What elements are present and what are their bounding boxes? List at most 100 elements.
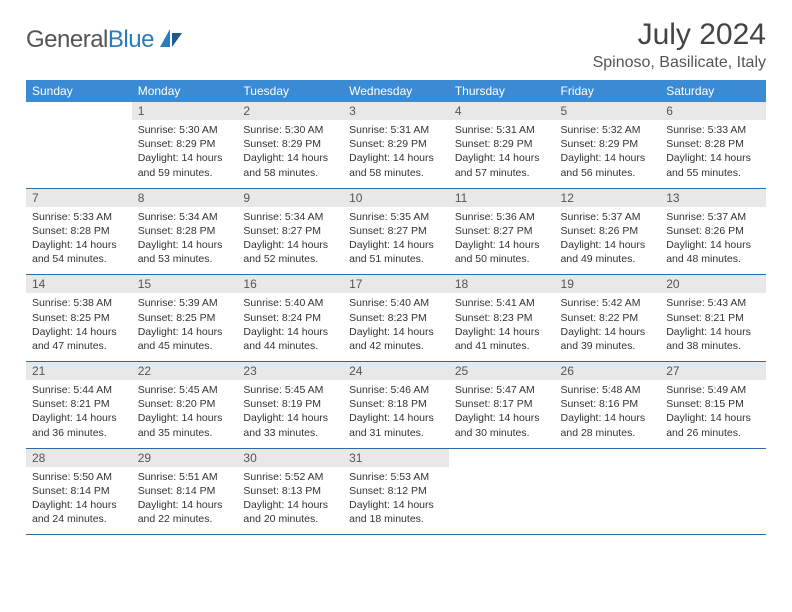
day-details: Sunrise: 5:31 AMSunset: 8:29 PMDaylight:…: [343, 120, 449, 188]
daylight-text: Daylight: 14 hours and 52 minutes.: [243, 238, 337, 266]
sunset-text: Sunset: 8:24 PM: [243, 311, 337, 325]
location-text: Spinoso, Basilicate, Italy: [593, 54, 766, 72]
calendar-day-cell: 10Sunrise: 5:35 AMSunset: 8:27 PMDayligh…: [343, 188, 449, 275]
sunset-text: Sunset: 8:20 PM: [138, 397, 232, 411]
calendar-day-cell: 2Sunrise: 5:30 AMSunset: 8:29 PMDaylight…: [237, 102, 343, 188]
daylight-text: Daylight: 14 hours and 49 minutes.: [561, 238, 655, 266]
day-details: Sunrise: 5:42 AMSunset: 8:22 PMDaylight:…: [555, 293, 661, 361]
daylight-text: Daylight: 14 hours and 28 minutes.: [561, 411, 655, 439]
sunrise-text: Sunrise: 5:30 AM: [138, 123, 232, 137]
sunset-text: Sunset: 8:27 PM: [455, 224, 549, 238]
calendar-week-row: 21Sunrise: 5:44 AMSunset: 8:21 PMDayligh…: [26, 362, 766, 449]
calendar-day-cell: 25Sunrise: 5:47 AMSunset: 8:17 PMDayligh…: [449, 362, 555, 449]
day-details: Sunrise: 5:41 AMSunset: 8:23 PMDaylight:…: [449, 293, 555, 361]
day-details: Sunrise: 5:46 AMSunset: 8:18 PMDaylight:…: [343, 380, 449, 448]
sunrise-text: Sunrise: 5:30 AM: [243, 123, 337, 137]
month-title: July 2024: [593, 18, 766, 52]
day-number: 16: [237, 275, 343, 293]
daylight-text: Daylight: 14 hours and 18 minutes.: [349, 498, 443, 526]
daylight-text: Daylight: 14 hours and 55 minutes.: [666, 151, 760, 179]
sunrise-text: Sunrise: 5:33 AM: [666, 123, 760, 137]
sunrise-text: Sunrise: 5:31 AM: [455, 123, 549, 137]
day-details: Sunrise: 5:50 AMSunset: 8:14 PMDaylight:…: [26, 467, 132, 535]
daylight-text: Daylight: 14 hours and 20 minutes.: [243, 498, 337, 526]
day-details: Sunrise: 5:30 AMSunset: 8:29 PMDaylight:…: [132, 120, 238, 188]
daylight-text: Daylight: 14 hours and 38 minutes.: [666, 325, 760, 353]
day-details: Sunrise: 5:47 AMSunset: 8:17 PMDaylight:…: [449, 380, 555, 448]
daylight-text: Daylight: 14 hours and 48 minutes.: [666, 238, 760, 266]
calendar-day-cell: 21Sunrise: 5:44 AMSunset: 8:21 PMDayligh…: [26, 362, 132, 449]
day-details: Sunrise: 5:34 AMSunset: 8:28 PMDaylight:…: [132, 207, 238, 275]
calendar-day-cell: 27Sunrise: 5:49 AMSunset: 8:15 PMDayligh…: [660, 362, 766, 449]
day-details: Sunrise: 5:44 AMSunset: 8:21 PMDaylight:…: [26, 380, 132, 448]
sunset-text: Sunset: 8:27 PM: [243, 224, 337, 238]
sunset-text: Sunset: 8:26 PM: [666, 224, 760, 238]
sunrise-text: Sunrise: 5:40 AM: [243, 296, 337, 310]
daylight-text: Daylight: 14 hours and 35 minutes.: [138, 411, 232, 439]
sunset-text: Sunset: 8:16 PM: [561, 397, 655, 411]
calendar-day-cell: 8Sunrise: 5:34 AMSunset: 8:28 PMDaylight…: [132, 188, 238, 275]
calendar-day-cell: 23Sunrise: 5:45 AMSunset: 8:19 PMDayligh…: [237, 362, 343, 449]
day-details: Sunrise: 5:33 AMSunset: 8:28 PMDaylight:…: [26, 207, 132, 275]
day-number: 1: [132, 102, 238, 120]
sunrise-text: Sunrise: 5:42 AM: [561, 296, 655, 310]
weekday-header: Thursday: [449, 80, 555, 102]
day-details: Sunrise: 5:48 AMSunset: 8:16 PMDaylight:…: [555, 380, 661, 448]
sunset-text: Sunset: 8:25 PM: [32, 311, 126, 325]
day-details: Sunrise: 5:45 AMSunset: 8:20 PMDaylight:…: [132, 380, 238, 448]
day-details: Sunrise: 5:38 AMSunset: 8:25 PMDaylight:…: [26, 293, 132, 361]
sunrise-text: Sunrise: 5:40 AM: [349, 296, 443, 310]
sunset-text: Sunset: 8:22 PM: [561, 311, 655, 325]
day-number: 11: [449, 189, 555, 207]
calendar-week-row: 1Sunrise: 5:30 AMSunset: 8:29 PMDaylight…: [26, 102, 766, 188]
daylight-text: Daylight: 14 hours and 53 minutes.: [138, 238, 232, 266]
sunset-text: Sunset: 8:14 PM: [32, 484, 126, 498]
calendar-day-cell: 30Sunrise: 5:52 AMSunset: 8:13 PMDayligh…: [237, 448, 343, 535]
calendar-day-cell: 26Sunrise: 5:48 AMSunset: 8:16 PMDayligh…: [555, 362, 661, 449]
calendar-day-cell: 18Sunrise: 5:41 AMSunset: 8:23 PMDayligh…: [449, 275, 555, 362]
day-number: 22: [132, 362, 238, 380]
calendar-day-cell: 3Sunrise: 5:31 AMSunset: 8:29 PMDaylight…: [343, 102, 449, 188]
calendar-day-cell: 5Sunrise: 5:32 AMSunset: 8:29 PMDaylight…: [555, 102, 661, 188]
logo: GeneralBlue: [26, 26, 184, 54]
sunset-text: Sunset: 8:29 PM: [561, 137, 655, 151]
day-number: 9: [237, 189, 343, 207]
sunset-text: Sunset: 8:29 PM: [243, 137, 337, 151]
day-details: Sunrise: 5:43 AMSunset: 8:21 PMDaylight:…: [660, 293, 766, 361]
day-number: 18: [449, 275, 555, 293]
calendar-day-cell: [26, 102, 132, 188]
calendar-day-cell: [449, 448, 555, 535]
day-number: 12: [555, 189, 661, 207]
day-number: 29: [132, 449, 238, 467]
calendar-day-cell: 17Sunrise: 5:40 AMSunset: 8:23 PMDayligh…: [343, 275, 449, 362]
day-details: Sunrise: 5:45 AMSunset: 8:19 PMDaylight:…: [237, 380, 343, 448]
calendar-day-cell: 12Sunrise: 5:37 AMSunset: 8:26 PMDayligh…: [555, 188, 661, 275]
calendar-day-cell: 16Sunrise: 5:40 AMSunset: 8:24 PMDayligh…: [237, 275, 343, 362]
sunrise-text: Sunrise: 5:37 AM: [666, 210, 760, 224]
calendar-day-cell: 31Sunrise: 5:53 AMSunset: 8:12 PMDayligh…: [343, 448, 449, 535]
sunset-text: Sunset: 8:21 PM: [32, 397, 126, 411]
calendar-day-cell: 14Sunrise: 5:38 AMSunset: 8:25 PMDayligh…: [26, 275, 132, 362]
weekday-header: Monday: [132, 80, 238, 102]
daylight-text: Daylight: 14 hours and 58 minutes.: [349, 151, 443, 179]
day-number: 4: [449, 102, 555, 120]
weekday-header: Tuesday: [237, 80, 343, 102]
sunrise-text: Sunrise: 5:31 AM: [349, 123, 443, 137]
daylight-text: Daylight: 14 hours and 45 minutes.: [138, 325, 232, 353]
logo-text-b: Blue: [108, 26, 154, 53]
sunrise-text: Sunrise: 5:50 AM: [32, 470, 126, 484]
calendar-day-cell: 29Sunrise: 5:51 AMSunset: 8:14 PMDayligh…: [132, 448, 238, 535]
calendar-day-cell: 20Sunrise: 5:43 AMSunset: 8:21 PMDayligh…: [660, 275, 766, 362]
title-block: July 2024 Spinoso, Basilicate, Italy: [593, 18, 766, 72]
weekday-header-row: Sunday Monday Tuesday Wednesday Thursday…: [26, 80, 766, 102]
calendar-day-cell: 19Sunrise: 5:42 AMSunset: 8:22 PMDayligh…: [555, 275, 661, 362]
calendar-day-cell: 28Sunrise: 5:50 AMSunset: 8:14 PMDayligh…: [26, 448, 132, 535]
calendar-day-cell: 15Sunrise: 5:39 AMSunset: 8:25 PMDayligh…: [132, 275, 238, 362]
daylight-text: Daylight: 14 hours and 47 minutes.: [32, 325, 126, 353]
day-number: 2: [237, 102, 343, 120]
sunset-text: Sunset: 8:17 PM: [455, 397, 549, 411]
calendar-day-cell: 9Sunrise: 5:34 AMSunset: 8:27 PMDaylight…: [237, 188, 343, 275]
calendar-day-cell: 13Sunrise: 5:37 AMSunset: 8:26 PMDayligh…: [660, 188, 766, 275]
calendar-day-cell: 4Sunrise: 5:31 AMSunset: 8:29 PMDaylight…: [449, 102, 555, 188]
daylight-text: Daylight: 14 hours and 57 minutes.: [455, 151, 549, 179]
